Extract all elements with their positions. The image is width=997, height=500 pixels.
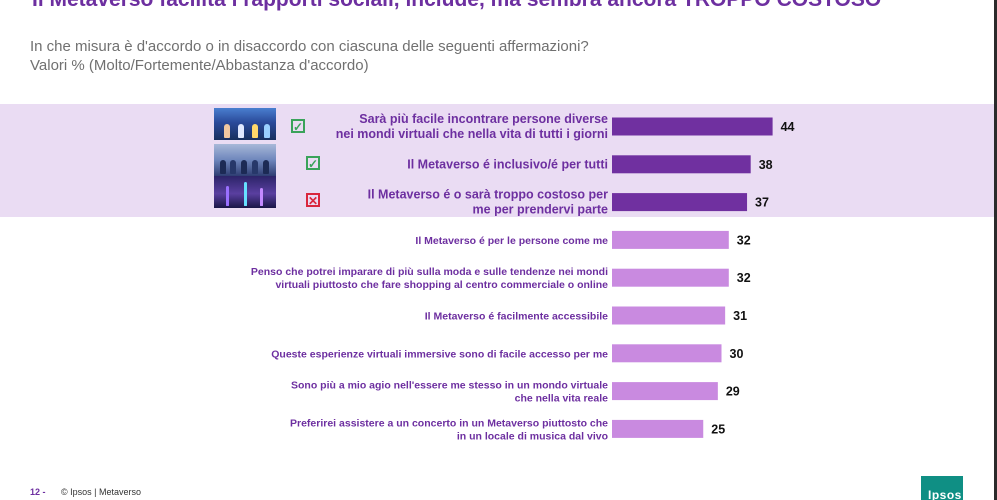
bar-value-label-6: 31: [733, 309, 747, 323]
category-label-8: Sono più a mio agio nell'essere me stess…: [291, 380, 608, 405]
bar-8: [612, 382, 718, 401]
metaverse-concert-image: [214, 176, 276, 208]
ipsos-logo: Ipsos: [921, 476, 963, 500]
bar-4: [612, 230, 729, 249]
category-label-9: Preferirei assistere a un concerto in un…: [290, 417, 608, 442]
category-label-3: Il Metaverso é o sarà troppo costoso per…: [368, 188, 608, 217]
bar-3: [612, 193, 748, 212]
bar-2: [612, 155, 751, 174]
metaverse-crowd-image: [214, 144, 276, 176]
bar-6: [612, 306, 726, 325]
category-label-4: Il Metaverso é per le persone come me: [415, 235, 608, 247]
check-icon: ✓: [306, 156, 320, 171]
bar-value-label-7: 30: [730, 347, 744, 361]
slide-title: Il Metaverso facilita i rapporti sociali…: [32, 0, 881, 12]
category-label-5: Penso che potrei imparare di più sulla m…: [251, 266, 608, 291]
bar-value-label-3: 37: [755, 196, 769, 210]
category-label-2: Il Metaverso é inclusivo/é per tutti: [407, 157, 608, 171]
bar-5: [612, 268, 729, 287]
footer-copyright: © Ipsos | Metaverso: [61, 487, 141, 497]
cross-icon: ✕: [306, 193, 320, 208]
top-three-highlight-band: [0, 104, 994, 217]
category-label-1: Sarà più facile incontrare persone diver…: [336, 112, 608, 141]
page-number: 12 -: [30, 487, 46, 497]
check-icon: ✓: [291, 119, 305, 134]
bar-7: [612, 344, 722, 363]
bar-value-label-4: 32: [737, 233, 751, 247]
bar-1: [612, 117, 773, 136]
bar-value-label-2: 38: [759, 158, 773, 172]
category-label-7: Queste esperienze virtuali immersive son…: [271, 348, 608, 360]
bar-9: [612, 419, 704, 438]
metaverse-people-image: [214, 108, 276, 140]
bar-value-label-1: 44: [781, 120, 795, 134]
bar-value-label-9: 25: [711, 422, 725, 436]
slide-edge: [994, 0, 997, 500]
bar-value-label-5: 32: [737, 271, 751, 285]
category-label-6: Il Metaverso é facilmente accessibile: [425, 311, 608, 323]
values-note: Valori % (Molto/Fortemente/Abbastanza d'…: [30, 57, 369, 74]
bar-value-label-8: 29: [726, 385, 740, 399]
question-text: In che misura è d'accordo o in disaccord…: [30, 38, 589, 55]
